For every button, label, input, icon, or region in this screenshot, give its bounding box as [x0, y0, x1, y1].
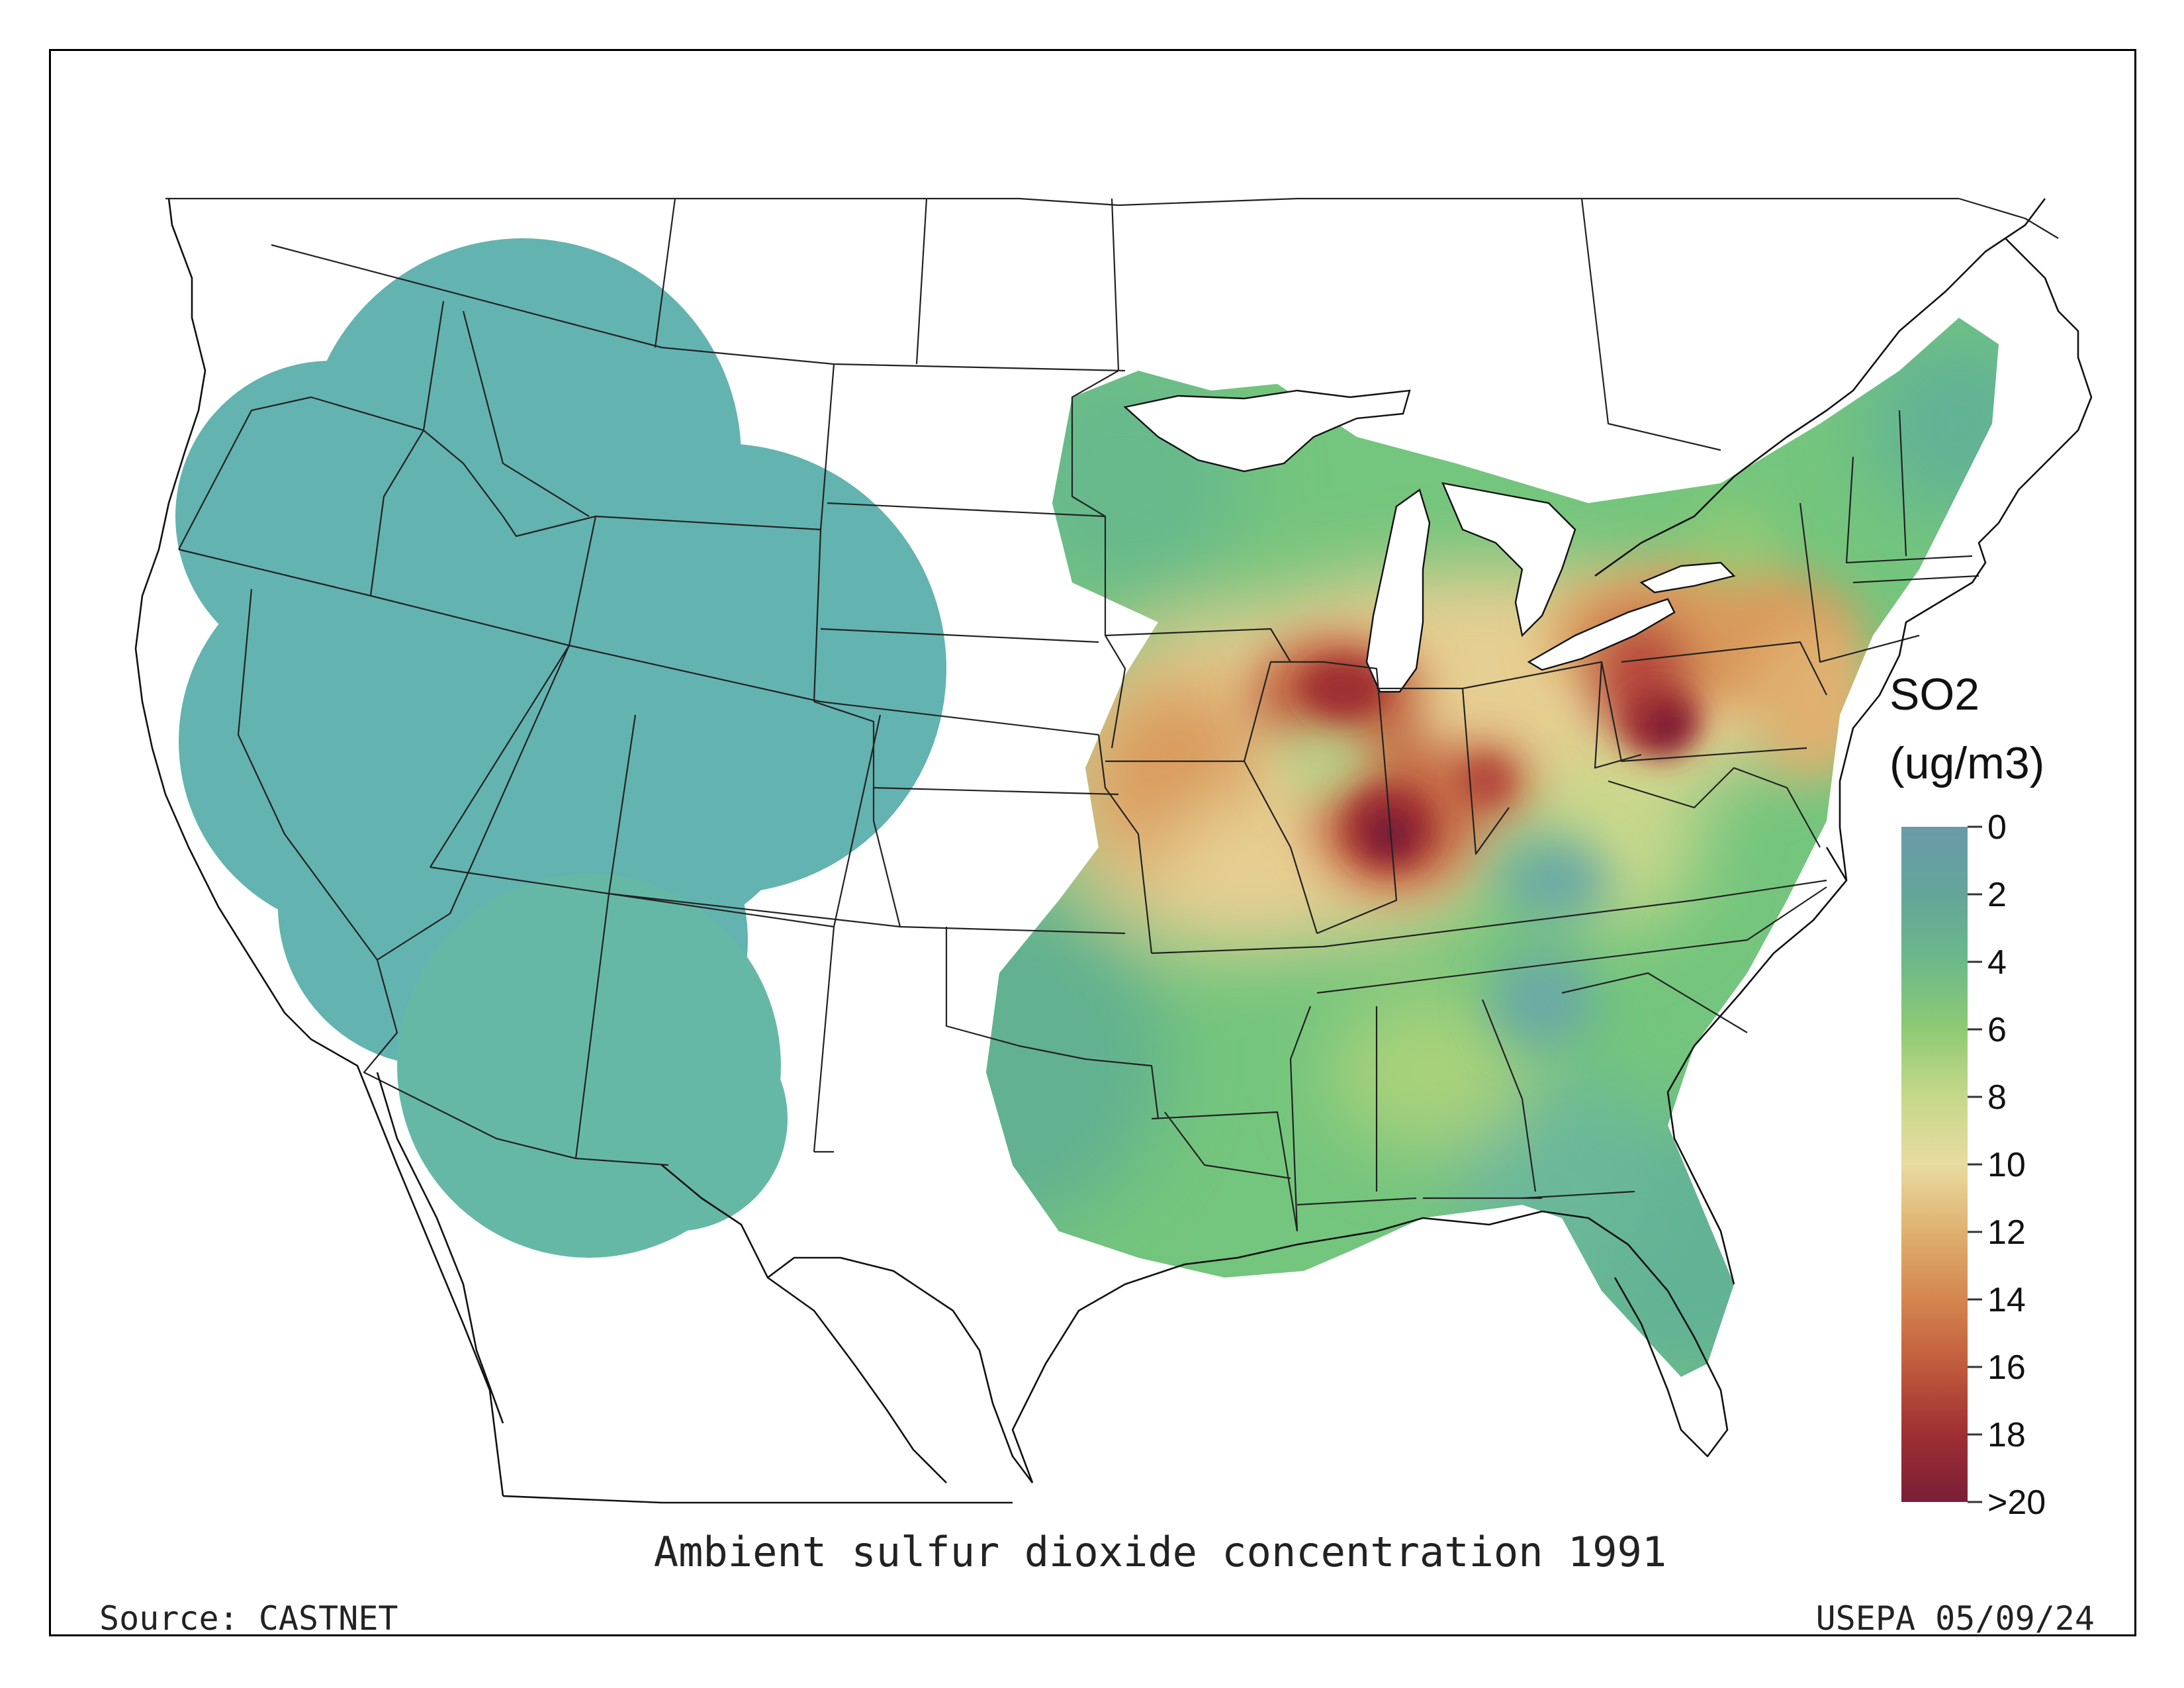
map-title: Ambient sulfur dioxide concentration 199… [654, 1528, 1666, 1576]
lake-michigan [1365, 489, 1431, 693]
legend-tick-label: 6 [1987, 1011, 2007, 1049]
legend-tick-label: 0 [1987, 808, 2007, 847]
coastline [134, 198, 2093, 1504]
legend-tick-label: 8 [1987, 1078, 2007, 1117]
legend-tick-label: 14 [1987, 1281, 2026, 1319]
credit-label: USEPA 05/09/24 [1816, 1599, 2095, 1638]
legend-colorbar [1901, 827, 1968, 1502]
lake-erie [1527, 598, 1676, 671]
legend-title-line1: SO2 [1889, 669, 1979, 720]
southwest-concentration-region [397, 874, 788, 1258]
legend-tick-label: 18 [1987, 1416, 2026, 1454]
map-frame [49, 49, 2136, 1636]
legend-tick-label: 10 [1987, 1146, 2026, 1184]
great-lakes [1123, 389, 1736, 693]
legend-ticks: 0 2 4 6 8 10 12 14 16 18 >20 [1968, 808, 2046, 1522]
legend-tick-label: >20 [1987, 1483, 2046, 1522]
lake-ontario [1639, 561, 1736, 594]
legend-tick-label: 4 [1987, 943, 2007, 982]
lake-superior [1123, 389, 1411, 473]
legend-tick-label: 16 [1987, 1348, 2026, 1387]
legend-tick-label: 2 [1987, 876, 2007, 914]
legend-title-line2: (ug/m3) [1889, 738, 2044, 788]
state-boundaries [165, 197, 2059, 1232]
lake-huron [1441, 482, 1576, 637]
legend: SO2 (ug/m3) 0 2 4 6 8 10 12 14 16 18 >20 [1889, 669, 2046, 1522]
source-label: Source: CASTNET [99, 1599, 398, 1638]
legend-tick-label: 12 [1987, 1213, 2026, 1252]
east-concentration-region [986, 318, 1999, 1377]
